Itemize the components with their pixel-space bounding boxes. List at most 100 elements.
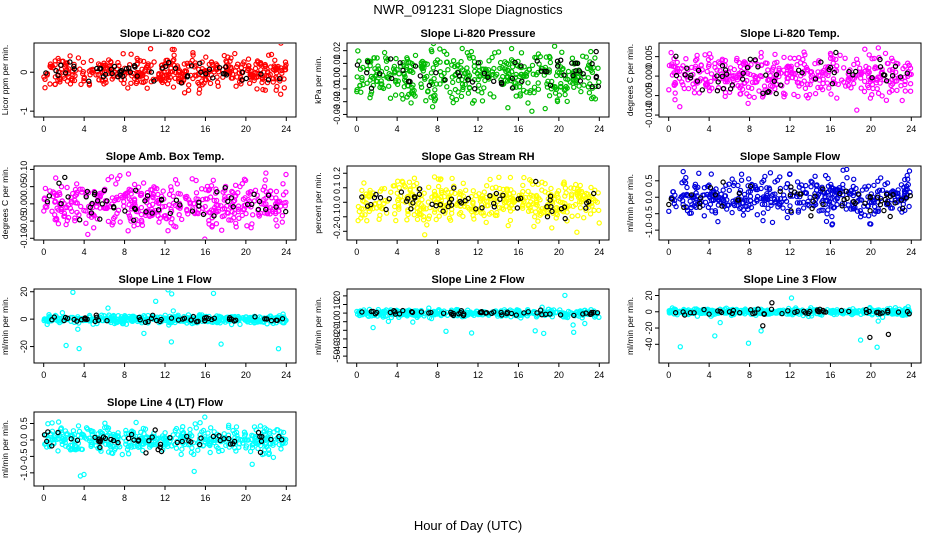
data-point	[737, 310, 743, 316]
data-point	[404, 94, 410, 100]
data-point	[874, 85, 880, 92]
data-point	[781, 195, 788, 202]
data-point	[845, 202, 852, 208]
x-tick-label: 8	[435, 247, 440, 257]
data-point	[885, 200, 891, 207]
data-point	[471, 216, 477, 222]
data-point	[511, 199, 517, 206]
data-point	[443, 328, 449, 334]
data-point	[43, 70, 49, 76]
x-tick-label: 20	[241, 124, 251, 134]
points-layer	[355, 174, 602, 238]
data-point	[282, 59, 289, 65]
data-point	[735, 82, 741, 89]
y-tick-label: -0.010	[644, 102, 654, 128]
data-point	[410, 69, 416, 76]
data-point	[392, 309, 398, 315]
data-point	[828, 91, 834, 97]
data-point	[573, 68, 579, 74]
data-point	[850, 72, 856, 78]
data-point	[702, 199, 709, 205]
y-axis-label: ml/min per min.	[313, 297, 323, 355]
data-point	[205, 315, 212, 322]
x-tick-label: 16	[200, 370, 210, 380]
data-point	[358, 89, 364, 95]
data-point	[851, 198, 857, 205]
y-tick-label: 0.00	[19, 195, 29, 213]
data-point	[827, 55, 834, 62]
data-point	[694, 78, 701, 84]
data-point	[729, 82, 736, 88]
data-point	[396, 311, 403, 317]
data-point	[435, 196, 441, 203]
data-point	[202, 196, 209, 202]
data-point	[807, 308, 813, 315]
data-point	[225, 198, 231, 205]
data-point	[883, 78, 890, 84]
x-tick-label: 0	[41, 247, 46, 257]
data-point	[749, 85, 755, 92]
series-2	[43, 59, 283, 86]
data-point	[210, 290, 217, 297]
data-point	[785, 75, 792, 82]
data-point	[209, 222, 216, 229]
data-point	[571, 329, 577, 335]
data-point	[746, 176, 752, 182]
data-point	[207, 194, 214, 200]
data-point	[497, 59, 504, 66]
data-point	[885, 307, 891, 314]
data-point	[777, 188, 783, 194]
data-point	[449, 74, 455, 80]
data-point	[685, 85, 692, 92]
data-point	[156, 219, 162, 225]
data-point	[418, 81, 424, 87]
data-point	[758, 49, 764, 56]
data-point	[265, 77, 272, 83]
data-point	[268, 51, 275, 58]
data-point	[708, 171, 715, 177]
data-point	[552, 90, 559, 96]
y-tick-label: 0.0	[644, 191, 654, 204]
data-point	[892, 78, 898, 85]
data-point	[276, 198, 283, 204]
data-point	[55, 72, 61, 79]
data-point	[392, 203, 398, 210]
data-point	[157, 318, 163, 325]
data-point	[829, 222, 835, 228]
data-point	[278, 44, 284, 46]
data-point	[185, 82, 192, 88]
y-axis-label: ml/min per min.	[0, 297, 10, 355]
data-point	[541, 330, 547, 337]
data-point	[820, 67, 827, 74]
data-point	[803, 182, 809, 189]
data-point	[389, 75, 395, 82]
data-point	[115, 313, 122, 319]
data-point	[176, 211, 182, 218]
data-point	[822, 195, 828, 201]
data-point	[906, 62, 913, 69]
data-point	[104, 318, 110, 324]
data-point	[582, 320, 588, 327]
data-point	[533, 199, 540, 206]
data-point	[673, 72, 680, 79]
data-point	[262, 316, 268, 322]
data-point	[88, 57, 94, 64]
x-tick-label: 20	[866, 247, 876, 257]
data-point	[508, 45, 515, 52]
data-point	[249, 461, 255, 467]
y-tick-label: -0.5	[644, 206, 654, 222]
data-point	[268, 317, 275, 324]
data-point	[274, 223, 280, 229]
data-point	[468, 330, 475, 336]
data-point	[907, 192, 914, 199]
data-point	[247, 188, 254, 195]
data-point	[796, 80, 802, 86]
data-point	[386, 75, 392, 82]
data-point	[55, 419, 62, 425]
data-point	[595, 65, 601, 71]
data-point	[720, 179, 726, 185]
data-point	[445, 66, 451, 73]
data-point	[49, 420, 55, 426]
data-point	[581, 82, 587, 88]
data-point	[460, 193, 466, 199]
